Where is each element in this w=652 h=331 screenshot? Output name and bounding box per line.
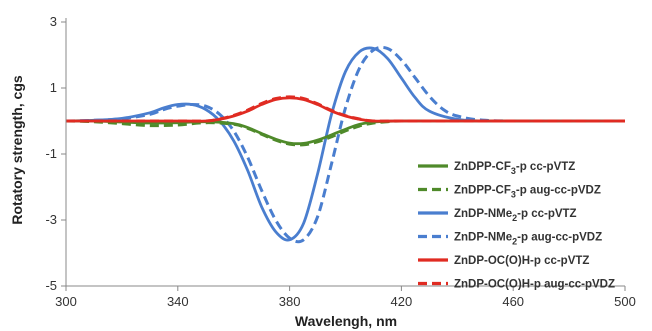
x-tick-label: 380 <box>279 294 301 309</box>
series-line-6 <box>65 95 625 123</box>
legend-label: ZnDP-NMe2-p cc-pVTZ <box>454 208 577 223</box>
y-tick-label: -3 <box>45 212 57 227</box>
y-tick-label: 1 <box>50 80 57 95</box>
legend-label: ZnDP-OC(O)H-p cc-pVTZ <box>454 255 589 267</box>
y-tick-label: -5 <box>45 278 57 293</box>
series-line-3 <box>65 46 625 242</box>
x-tick-label: 500 <box>614 294 636 309</box>
series-layer <box>65 45 626 244</box>
x-tick-label: 420 <box>391 294 413 309</box>
y-tick-label: -1 <box>45 146 57 161</box>
x-tick-label: 300 <box>55 294 77 309</box>
legend-label: ZnDP-NMe2-p aug-cc-pVDZ <box>454 232 602 247</box>
legend-label: ZnDPP-CF3-p cc-pVTZ <box>454 161 575 176</box>
series-line-4 <box>65 45 626 244</box>
y-axis-title: Rotatory strength, cgs <box>9 75 25 225</box>
x-tick-label: 460 <box>502 294 524 309</box>
x-axis-title: Wavelengh, nm <box>295 313 397 329</box>
legend-label: ZnDP-OC(O)H-p aug-cc-pVDZ <box>454 279 615 291</box>
ticks-layer: 300 340 380 420 460 500 3 1 -1 -3 -5 <box>45 14 635 309</box>
x-tick-label: 340 <box>167 294 189 309</box>
legend-item: ZnDPP-CF3-p aug-cc-pVDZZnDPP-CF3-p aug-c… <box>418 185 601 200</box>
series-line-2 <box>65 119 625 147</box>
y-tick-label: 3 <box>50 14 57 29</box>
axes-layer <box>65 18 625 287</box>
legend-label: ZnDPP-CF3-p aug-cc-pVDZ <box>454 185 601 200</box>
